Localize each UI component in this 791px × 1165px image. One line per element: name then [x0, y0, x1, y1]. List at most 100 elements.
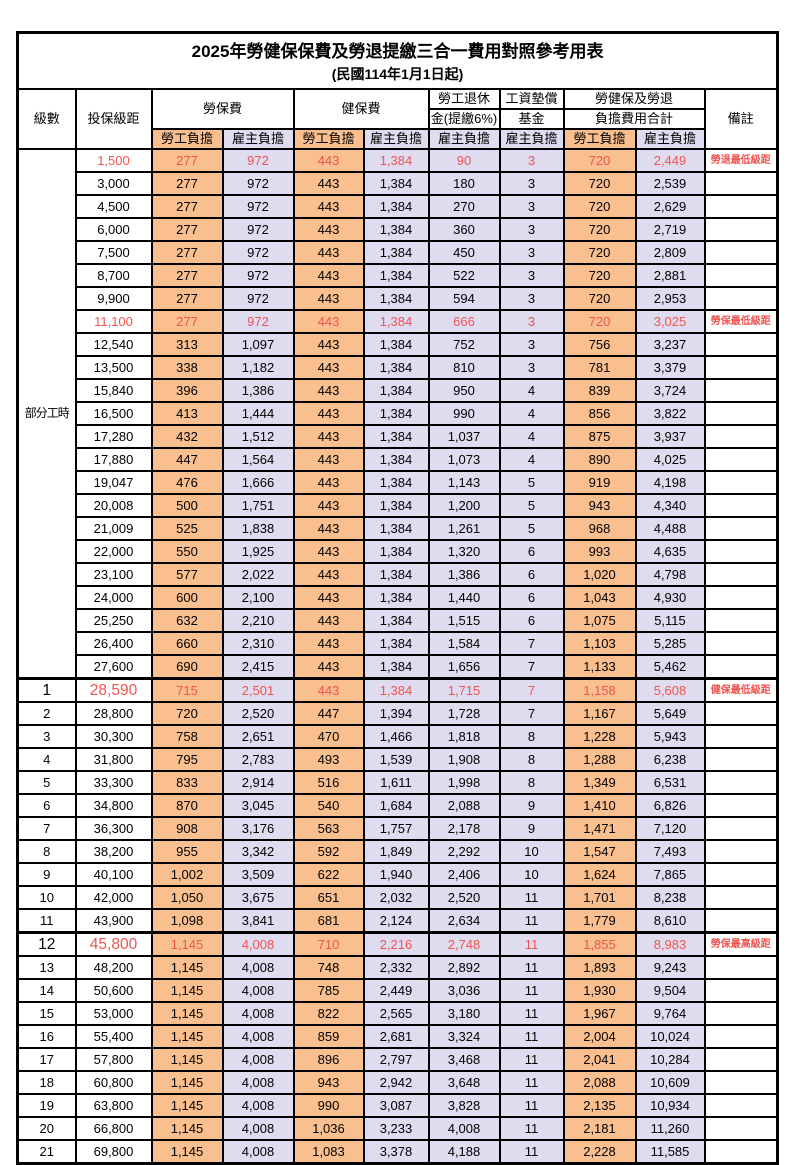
cell-labor-employee: 1,050 — [150, 885, 224, 910]
table-row: 19,047 476 1,666 443 1,384 1,143 5 919 4,198 — [18, 470, 779, 495]
cell-level: 21 — [16, 1139, 77, 1165]
cell-total-employer: 8,238 — [634, 885, 706, 910]
title-row: 2025年勞健保保費及勞退提繳三合一費用對照參考用表 (民國114年1月1日起) — [16, 31, 779, 90]
cell-wage-fund-employer: 5 — [498, 493, 565, 518]
cell-labor-employee: 432 — [150, 424, 224, 449]
cell-wage-fund-employer: 3 — [498, 263, 565, 288]
cell-level: 1 — [16, 677, 77, 703]
cell-health-employee: 822 — [292, 1001, 365, 1026]
cell-wage-fund-employer: 7 — [498, 631, 565, 656]
cell-health-employee: 990 — [292, 1093, 365, 1118]
cell-remark — [703, 816, 779, 841]
cell-health-employee: 443 — [292, 585, 365, 610]
cell-pension-employer: 1,818 — [427, 724, 501, 749]
cell-total-employee: 968 — [562, 516, 637, 541]
cell-wage-fund-employer: 11 — [498, 908, 565, 934]
cell-pension-employer: 1,386 — [427, 562, 501, 587]
cell-pension-employer: 1,715 — [427, 677, 501, 703]
cell-remark — [703, 1070, 779, 1095]
cell-total-employee: 1,043 — [562, 585, 637, 610]
cell-pension-employer: 2,892 — [427, 955, 501, 980]
cell-health-employee: 943 — [292, 1070, 365, 1095]
cell-health-employer: 3,087 — [362, 1093, 430, 1118]
cell-total-employer: 4,025 — [634, 447, 706, 472]
col-header-level: 級數 — [16, 88, 77, 150]
cell-health-employee: 443 — [292, 171, 365, 196]
cell-labor-employer: 4,008 — [221, 1047, 295, 1072]
cell-remark — [703, 263, 779, 288]
cell-total-employer: 10,609 — [634, 1070, 706, 1095]
cell-total-employer: 3,379 — [634, 355, 706, 380]
table-row: 8,700 277 972 443 1,384 522 3 720 2,881 — [18, 263, 779, 288]
cell-wage-fund-employer: 7 — [498, 654, 565, 680]
cell-remark — [703, 747, 779, 772]
cell-labor-employee: 715 — [150, 677, 224, 703]
cell-total-employer: 4,635 — [634, 539, 706, 564]
cell-bracket: 57,800 — [74, 1047, 153, 1072]
cell-pension-employer: 3,648 — [427, 1070, 501, 1095]
cell-bracket: 21,009 — [74, 516, 153, 541]
cell-labor-employer: 2,310 — [221, 631, 295, 656]
cell-remark — [703, 217, 779, 242]
cell-total-employee: 856 — [562, 401, 637, 426]
cell-total-employer: 9,764 — [634, 1001, 706, 1026]
cell-labor-employer: 3,342 — [221, 839, 295, 864]
cell-labor-employee: 277 — [150, 217, 224, 242]
cell-pension-employer: 810 — [427, 355, 501, 380]
cell-health-employer: 1,757 — [362, 816, 430, 841]
cell-remark: 健保最低級距 — [703, 677, 779, 703]
cell-labor-employee: 870 — [150, 793, 224, 818]
cell-total-employee: 1,020 — [562, 562, 637, 587]
cell-pension-employer: 2,406 — [427, 862, 501, 887]
cell-remark — [703, 470, 779, 495]
cell-health-employee: 493 — [292, 747, 365, 772]
cell-total-employer: 10,024 — [634, 1024, 706, 1049]
cell-health-employee: 896 — [292, 1047, 365, 1072]
cell-labor-employer: 972 — [221, 286, 295, 311]
cell-level: 15 — [16, 1001, 77, 1026]
cell-total-employer: 3,937 — [634, 424, 706, 449]
table-row: 9 40,100 1,002 3,509 622 1,940 2,406 10 1,624 7,8… — [16, 862, 779, 887]
cell-total-employee: 1,779 — [562, 908, 637, 934]
cell-labor-employer: 4,008 — [221, 1116, 295, 1141]
table-body: 部分工時 1,500 277 972 443 1,384 90 3 720 2,449 勞退最低級距… — [16, 148, 779, 1165]
cell-total-employee: 919 — [562, 470, 637, 495]
cell-wage-fund-employer: 6 — [498, 562, 565, 587]
cell-total-employee: 2,041 — [562, 1047, 637, 1072]
cell-health-employer: 1,384 — [362, 424, 430, 449]
cell-total-employer: 8,983 — [634, 931, 706, 957]
cell-health-employee: 540 — [292, 793, 365, 818]
cell-total-employer: 3,822 — [634, 401, 706, 426]
cell-bracket: 17,880 — [74, 447, 153, 472]
table-row: 4,500 277 972 443 1,384 270 3 720 2,629 — [18, 194, 779, 219]
cell-wage-fund-employer: 10 — [498, 839, 565, 864]
cell-bracket: 55,400 — [74, 1024, 153, 1049]
cell-bracket: 40,100 — [74, 862, 153, 887]
cell-wage-fund-employer: 11 — [498, 1024, 565, 1049]
cell-wage-fund-employer: 9 — [498, 816, 565, 841]
cell-total-employee: 2,088 — [562, 1070, 637, 1095]
cell-remark — [703, 171, 779, 196]
cell-level: 18 — [16, 1070, 77, 1095]
cell-total-employer: 5,943 — [634, 724, 706, 749]
cell-level: 9 — [16, 862, 77, 887]
cell-health-employee: 443 — [292, 148, 365, 173]
cell-labor-employee: 632 — [150, 608, 224, 633]
cell-wage-fund-employer: 3 — [498, 355, 565, 380]
cell-bracket: 4,500 — [74, 194, 153, 219]
cell-pension-employer: 950 — [427, 378, 501, 403]
cell-health-employer: 1,384 — [362, 516, 430, 541]
cell-pension-employer: 522 — [427, 263, 501, 288]
cell-total-employee: 1,547 — [562, 839, 637, 864]
cell-bracket: 48,200 — [74, 955, 153, 980]
cell-health-employer: 2,681 — [362, 1024, 430, 1049]
cell-total-employee: 781 — [562, 355, 637, 380]
cell-remark — [703, 286, 779, 311]
cell-bracket: 12,540 — [74, 332, 153, 357]
col-header-total-line2: 負擔費用合計 — [562, 108, 706, 130]
cell-total-employer: 2,809 — [634, 240, 706, 265]
cell-bracket: 11,100 — [74, 309, 153, 334]
part-time-label: 部分工時 — [16, 148, 77, 680]
cell-bracket: 8,700 — [74, 263, 153, 288]
